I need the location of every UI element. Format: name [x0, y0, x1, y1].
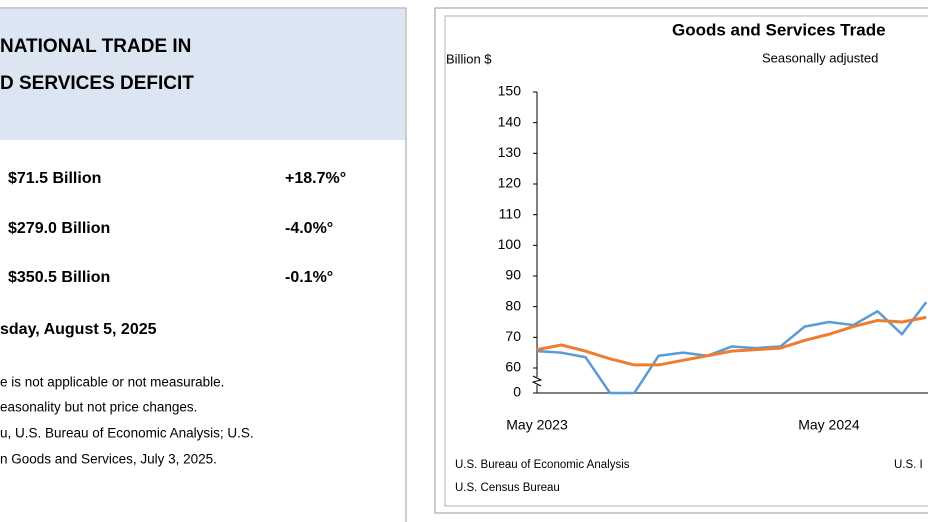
note: u, U.S. Bureau of Economic Analysis; U.S… — [0, 426, 254, 441]
panel-title: D SERVICES DEFICIT — [0, 73, 194, 94]
series-line — [536, 315, 927, 367]
row-change: -4.0%° — [285, 220, 333, 237]
y-tick-label: 110 — [499, 205, 522, 221]
y-tick-label: 90 — [505, 267, 521, 283]
y-tick-label: 0 — [513, 384, 521, 400]
chart-title: Goods and Services Trade — [672, 20, 886, 39]
row-value: $71.5 Billion — [8, 170, 101, 187]
x-tick-label: May 2023 — [506, 417, 568, 433]
y-tick-label: 130 — [498, 144, 522, 160]
source: U.S. Bureau of Economic Analysis — [455, 459, 630, 471]
note: easonality but not price changes. — [0, 400, 197, 415]
chart-frame — [444, 15, 928, 507]
y-axis-label: Billion $ — [446, 51, 492, 66]
source: U.S. I — [894, 459, 923, 471]
note: n Goods and Services, July 3, 2025. — [0, 452, 217, 467]
axis-break — [531, 375, 543, 387]
y-tick-label: 80 — [505, 297, 521, 313]
panel-title: NATIONAL TRADE IN — [0, 36, 191, 57]
panel-header — [0, 9, 405, 140]
row-change: +18.7%° — [285, 170, 346, 187]
row-change: -0.1%° — [285, 269, 333, 286]
y-tick-label: 150 — [498, 83, 522, 99]
row-value: $279.0 Billion — [8, 220, 110, 237]
y-tick-label: 70 — [505, 328, 521, 344]
note: e is not applicable or not measurable. — [0, 375, 224, 390]
source: U.S. Census Bureau — [455, 482, 560, 494]
y-tick-label: 120 — [498, 175, 522, 191]
release-date: sday, August 5, 2025 — [0, 321, 157, 338]
y-tick-label: 60 — [505, 359, 521, 375]
chart-subtitle: Seasonally adjusted — [762, 50, 878, 65]
x-tick-label: May 2024 — [798, 417, 860, 433]
y-tick-label: 100 — [498, 236, 522, 252]
plot: 0 60 70 80 90 100 110 120 130 140 150 May 2023 May 2… — [498, 83, 928, 433]
series-line — [536, 301, 928, 395]
row-value: $350.5 Billion — [8, 269, 110, 286]
y-tick-label: 140 — [498, 113, 522, 129]
